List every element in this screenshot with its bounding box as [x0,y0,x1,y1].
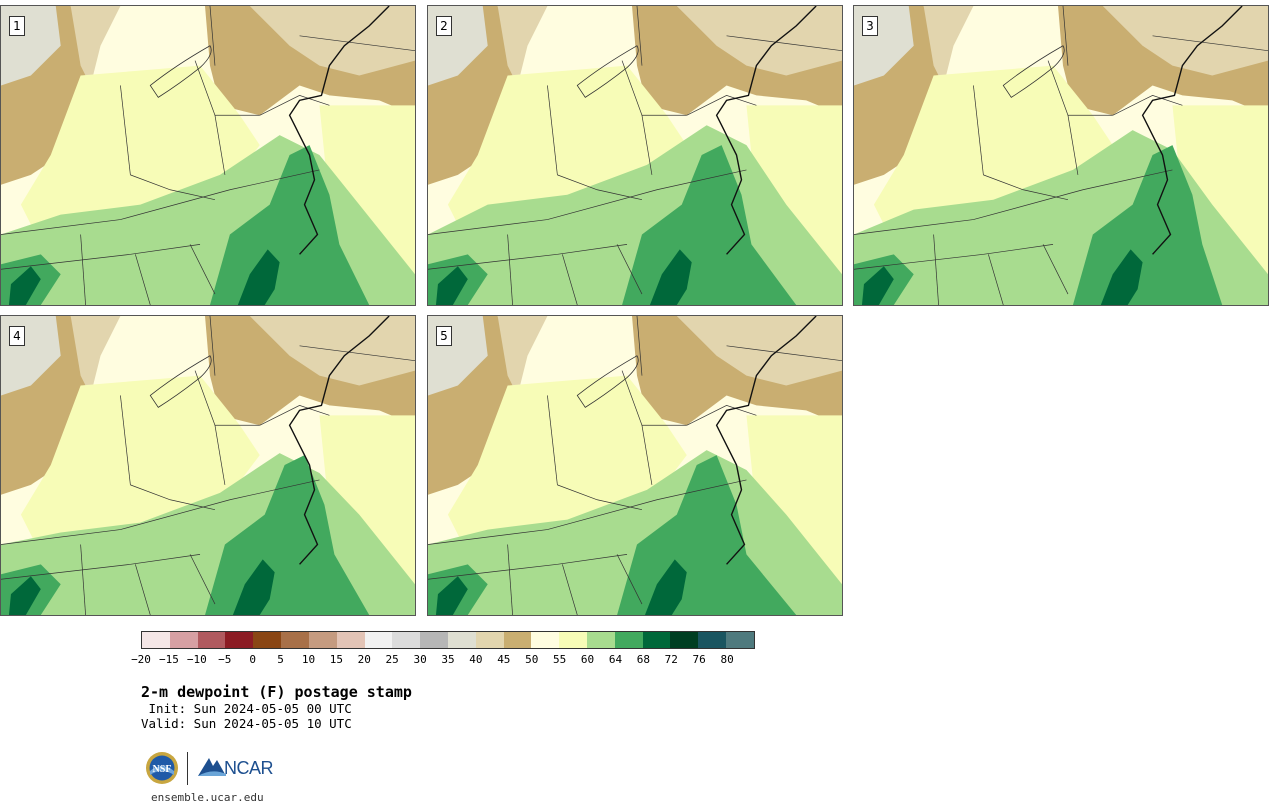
colorbar-tick-label: 50 [525,653,539,666]
dewpoint-map-4 [1,316,415,615]
ensemble-member-map-2: 2 [427,5,843,306]
ncar-logo-icon [198,758,226,776]
ensemble-member-map-5: 5 [427,315,843,616]
colorbar-segment [587,632,615,648]
dewpoint-map-1 [1,6,415,305]
dewpoint-map-2 [428,6,842,305]
colorbar-tick-label: 72 [664,653,678,666]
logo-divider [187,752,188,785]
colorbar-segment [225,632,254,648]
colorbar-tick-label: −5 [218,653,232,666]
dewpoint-colorbar [141,631,755,649]
init-time: Init: Sun 2024-05-05 00 UTC [141,701,352,716]
colorbar-segment [420,632,448,648]
colorbar-segment [336,632,365,648]
colorbar-tick-label: 20 [357,653,371,666]
colorbar-tick-label: 15 [329,653,343,666]
dewpoint-map-5 [428,316,842,615]
colorbar-segment [253,632,282,648]
colorbar-tick-label: 45 [497,653,511,666]
colorbar-tick-label: 35 [441,653,455,666]
colorbar-tick-label: 60 [580,653,595,666]
colorbar-segment [531,632,560,648]
colorbar-tick-label: 25 [385,653,399,666]
colorbar-tick-label: −15 [158,653,179,666]
colorbar-tick-labels: −20 −15 −10 −5 0 5 10 15 20 25 30 35 40 45 50 55 60 64 68 7… [131,653,755,667]
colorbar-segment [447,632,476,648]
colorbar-tick-label: −20 [131,653,151,666]
colorbar-tick-label: 40 [469,653,483,666]
colorbar-segment [197,632,226,648]
member-label: 4 [9,326,25,346]
colorbar-tick-label: 80 [720,653,734,666]
plot-title: 2-m dewpoint (F) postage stamp [141,683,412,701]
colorbar-segment [308,632,337,648]
colorbar-tick-label: 55 [553,653,567,666]
colorbar-segment [670,632,699,648]
colorbar-tick-label: 76 [692,653,706,666]
member-label: 2 [436,16,452,36]
member-label: 1 [9,16,25,36]
colorbar-segment [364,632,393,648]
member-label: 5 [436,326,452,346]
colorbar-tick-label: 64 [608,653,623,666]
ensemble-member-map-4: 4 [0,315,416,616]
site-url: ensemble.ucar.edu [151,791,264,804]
dewpoint-map-3 [854,6,1268,305]
nsf-logo-icon: NSF [146,752,178,784]
ensemble-member-map-1: 1 [0,5,416,306]
colorbar-tick-label: 68 [636,653,650,666]
colorbar-tick-label: 30 [413,653,427,666]
colorbar-segment [503,632,532,648]
colorbar-segment [559,632,587,648]
colorbar-segment [392,632,421,648]
ncar-logo-text: NCAR [224,758,274,778]
colorbar-segment [698,632,727,648]
svg-text:NSF: NSF [153,764,172,775]
colorbar-tick-label: −10 [186,653,207,666]
colorbar-segment [614,632,643,648]
colorbar-segment [169,632,198,648]
colorbar-segment [642,632,671,648]
colorbar-tick-label: 10 [301,653,316,666]
colorbar-segment [142,632,170,648]
valid-time: Valid: Sun 2024-05-05 10 UTC [141,716,352,731]
colorbar-tick-label: 0 [249,653,256,666]
member-label: 3 [862,16,878,36]
colorbar-segment [475,632,504,648]
colorbar-tick-label: 5 [277,653,284,666]
colorbar-segment [281,632,309,648]
ensemble-member-map-3: 3 [853,5,1269,306]
colorbar-segment [726,632,754,648]
